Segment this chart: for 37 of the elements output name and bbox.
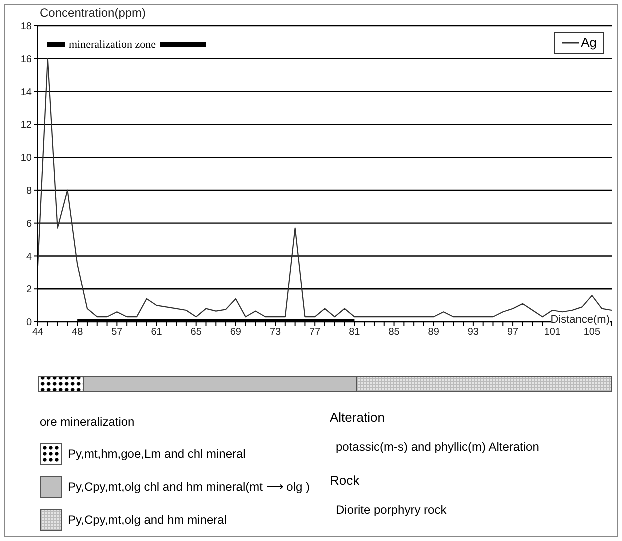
legend-label: Ag xyxy=(581,35,597,50)
y-tick-label: 0 xyxy=(26,318,32,329)
y-tick-label: 14 xyxy=(20,87,32,98)
x-tick-label: 85 xyxy=(388,327,400,338)
text: potassic(m-s) and phyllic(m) Alteration xyxy=(336,440,540,454)
x-tick-label: 89 xyxy=(428,327,440,338)
x-tick-label: 57 xyxy=(112,327,124,338)
x-tick-label: 65 xyxy=(190,327,202,338)
text: Py,Cpy,mt,olg chl and hm mineral(mt ⟶ olg ) xyxy=(68,480,310,494)
text: Diorite porphyry rock xyxy=(336,503,447,517)
y-tick-label: 12 xyxy=(20,120,32,132)
legend-label: mineralization zone xyxy=(69,39,156,51)
y-tick-label: 4 xyxy=(26,252,32,263)
x-tick-label: 69 xyxy=(230,327,242,338)
x-tick-label: 101 xyxy=(544,327,562,338)
x-tick-label: 81 xyxy=(349,327,361,338)
text: Py,mt,hm,goe,Lm and chl mineral xyxy=(68,447,246,461)
x-tick-label: 44 xyxy=(32,327,44,338)
x-tick-label: 77 xyxy=(310,327,322,338)
x-tick-label: 48 xyxy=(72,327,84,338)
x-tick-label: 93 xyxy=(468,327,480,338)
x-tick-label: 105 xyxy=(584,327,601,338)
y-tick-label: 16 xyxy=(20,54,32,66)
text: ore mineralization xyxy=(40,415,135,429)
y-tick-label: 6 xyxy=(26,218,32,230)
text: Alteration xyxy=(330,410,385,425)
text: Py,Cpy,mt,olg and hm mineral xyxy=(68,513,227,527)
text: Rock xyxy=(330,473,360,488)
x-tick-label: 97 xyxy=(507,327,520,338)
y-tick-label: 10 xyxy=(20,153,32,164)
x-tick-label: 73 xyxy=(270,327,282,338)
y-tick-label: 8 xyxy=(26,186,32,197)
x-axis-title: Distance(m) xyxy=(550,314,610,326)
y-tick-label: 2 xyxy=(26,284,32,296)
y-tick-label: 18 xyxy=(20,22,32,33)
x-tick-label: 61 xyxy=(151,327,163,338)
y-axis-title: Concentration(ppm) xyxy=(40,6,146,20)
